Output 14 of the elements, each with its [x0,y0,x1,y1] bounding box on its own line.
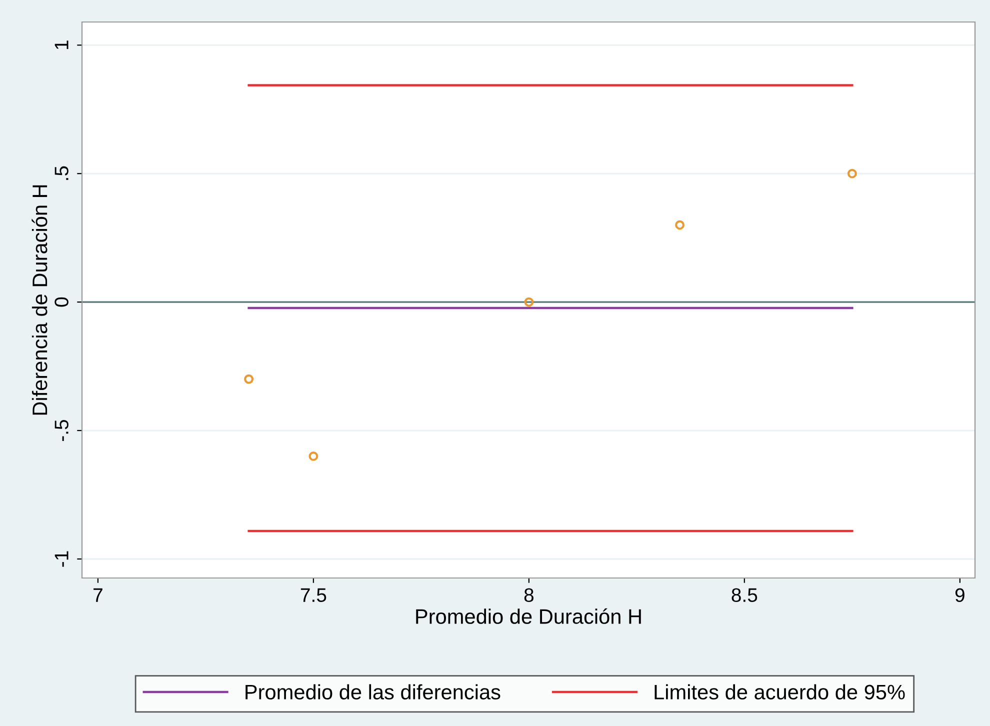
x-tick-label: 7 [94,588,102,602]
y-tick-label: -.5 [54,420,68,442]
y-tick-label: -1 [54,551,68,567]
y-axis-title: Diferencia de Duración H [32,185,48,415]
y-tick-label: 0 [54,297,68,307]
y-tick-label: .5 [54,166,68,180]
x-tick-label: 8 [524,588,534,602]
x-tick-label: 8.5 [732,588,758,602]
y-tick-label: 1 [54,40,68,50]
legend-label: Promedio de las diferencias [246,684,500,700]
legend-label: Limites de acuerdo de 95% [654,684,905,700]
x-tick-label: 7.5 [300,588,326,602]
x-tick-label: 9 [955,588,964,602]
x-axis-title: Promedio de Duración H [416,608,641,624]
